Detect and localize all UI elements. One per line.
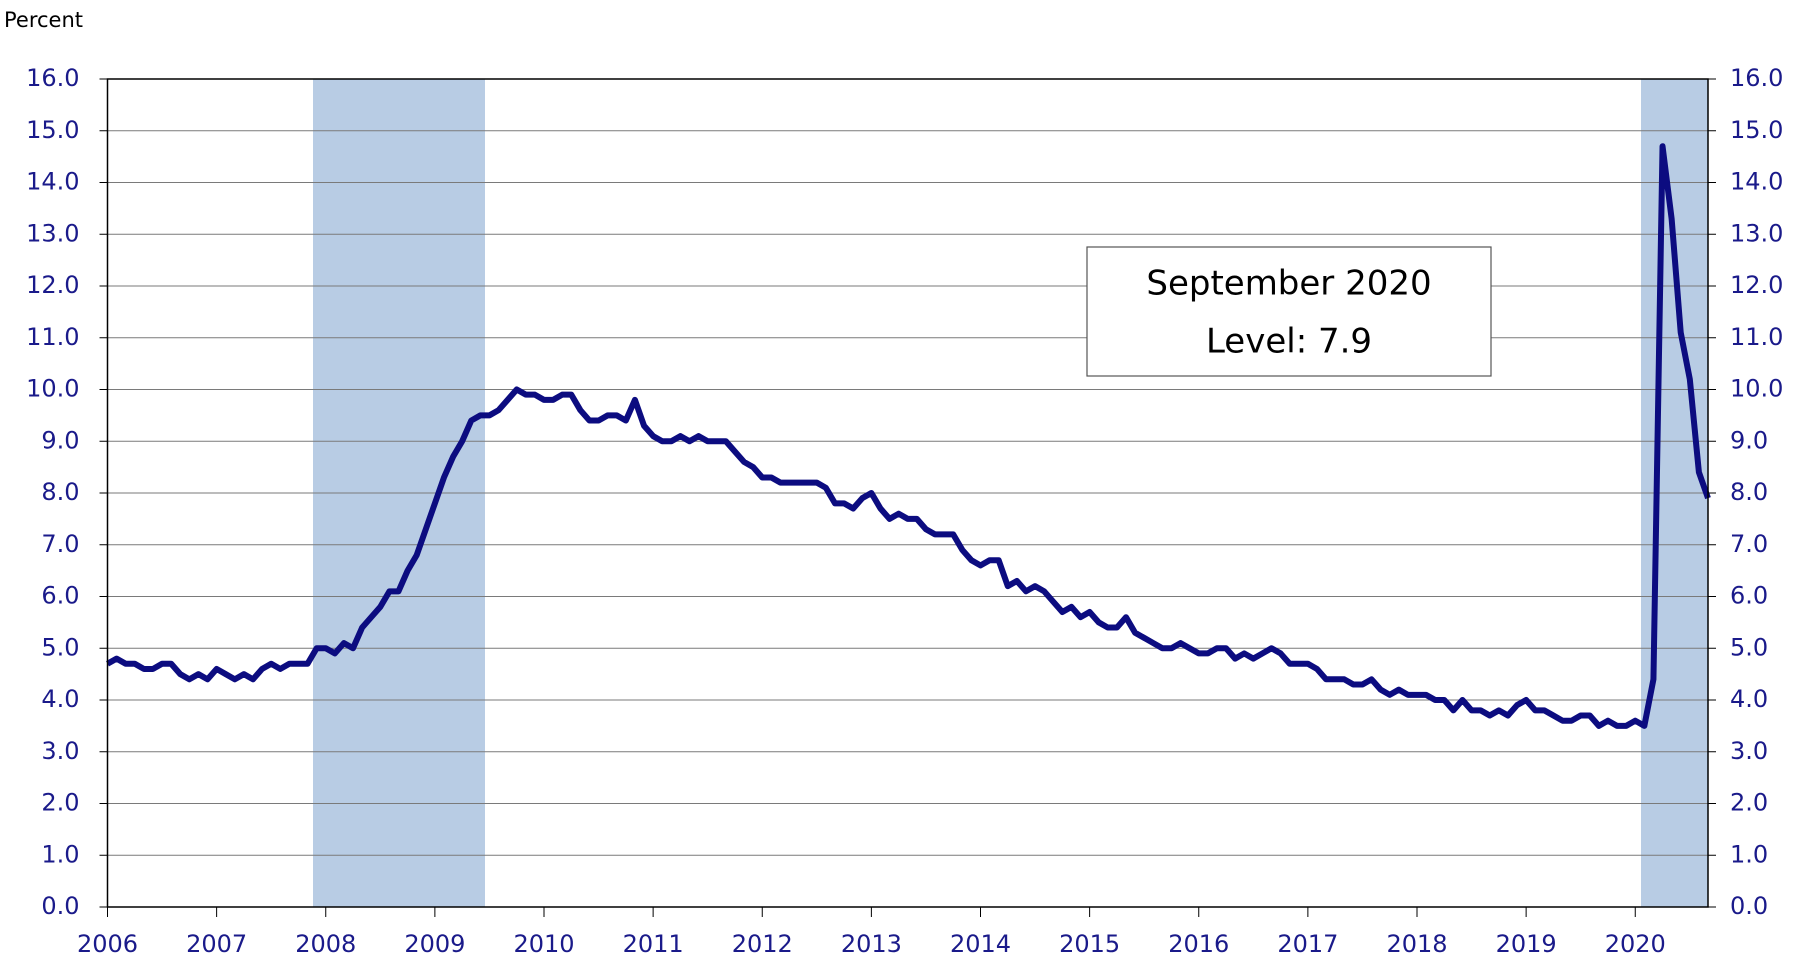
y-tick-label: 6.0 <box>41 582 79 610</box>
annotation: Level: 7.9 <box>1206 322 1372 362</box>
y-tick-label: 16.0 <box>26 64 79 92</box>
plot <box>106 143 1711 729</box>
x-tick-label: 2011 <box>623 930 684 958</box>
y-tick-label: 0.0 <box>41 892 79 920</box>
y-tick-label: 11.0 <box>26 323 79 351</box>
y-tick-label: 15.0 <box>26 116 79 144</box>
y-tick-label: 3.0 <box>41 737 79 765</box>
line <box>106 143 1711 729</box>
y-tick-label: 5.0 <box>41 633 79 661</box>
x-tick-label: 2017 <box>1277 930 1338 958</box>
x-tick-label: 2008 <box>295 930 356 958</box>
y2-tick-label: 14.0 <box>1730 168 1783 196</box>
y2-tick-label: 5.0 <box>1730 633 1768 661</box>
y2-tick-label: 6.0 <box>1730 582 1768 610</box>
y-tick-label: 10.0 <box>26 375 79 403</box>
annotation-box <box>1086 246 1492 377</box>
x-tick-label: 2006 <box>77 930 138 958</box>
y-tick-label: 9.0 <box>41 426 79 454</box>
y2-tick-label: 4.0 <box>1730 685 1768 713</box>
annotation: September 2020 <box>1146 264 1431 304</box>
x-tick-label: 2018 <box>1386 930 1447 958</box>
y2-tick-label: 12.0 <box>1730 271 1783 299</box>
x-tick-label: 2013 <box>841 930 902 958</box>
y-tick-label: 4.0 <box>41 685 79 713</box>
y2-tick-label: 1.0 <box>1730 840 1768 868</box>
y-axis-label: Percent <box>4 8 83 32</box>
x-tick-label: 2012 <box>732 930 793 958</box>
x-tick-label: 2020 <box>1605 930 1666 958</box>
y2-tick-label: 11.0 <box>1730 323 1783 351</box>
y2-tick-label: 15.0 <box>1730 116 1783 144</box>
y-tick-label: 14.0 <box>26 168 79 196</box>
y2-tick-label: 16.0 <box>1730 64 1783 92</box>
y-tick-label: 12.0 <box>26 271 79 299</box>
y-tick-label: 8.0 <box>41 478 79 506</box>
y2-tick-label: 0.0 <box>1730 892 1768 920</box>
y-tick-label: 13.0 <box>26 219 79 247</box>
x-tick-label: 2009 <box>404 930 465 958</box>
x-tick-label: 2019 <box>1496 930 1557 958</box>
x-tick-label: 2015 <box>1059 930 1120 958</box>
y-tick-label: 7.0 <box>41 530 79 558</box>
y2-tick-label: 7.0 <box>1730 530 1768 558</box>
y2-tick-label: 10.0 <box>1730 375 1783 403</box>
y2-tick-label: 3.0 <box>1730 737 1768 765</box>
x-tick-label: 2007 <box>186 930 247 958</box>
y2-tick-label: 8.0 <box>1730 478 1768 506</box>
x-tick-label: 2014 <box>950 930 1011 958</box>
y-tick-label: 2.0 <box>41 789 79 817</box>
y2-tick-label: 9.0 <box>1730 426 1768 454</box>
y-tick-label: 1.0 <box>41 840 79 868</box>
y2-tick-label: 13.0 <box>1730 219 1783 247</box>
y2-tick-label: 2.0 <box>1730 789 1768 817</box>
x-tick-label: 2016 <box>1168 930 1229 958</box>
x-tick-label: 2010 <box>513 930 574 958</box>
